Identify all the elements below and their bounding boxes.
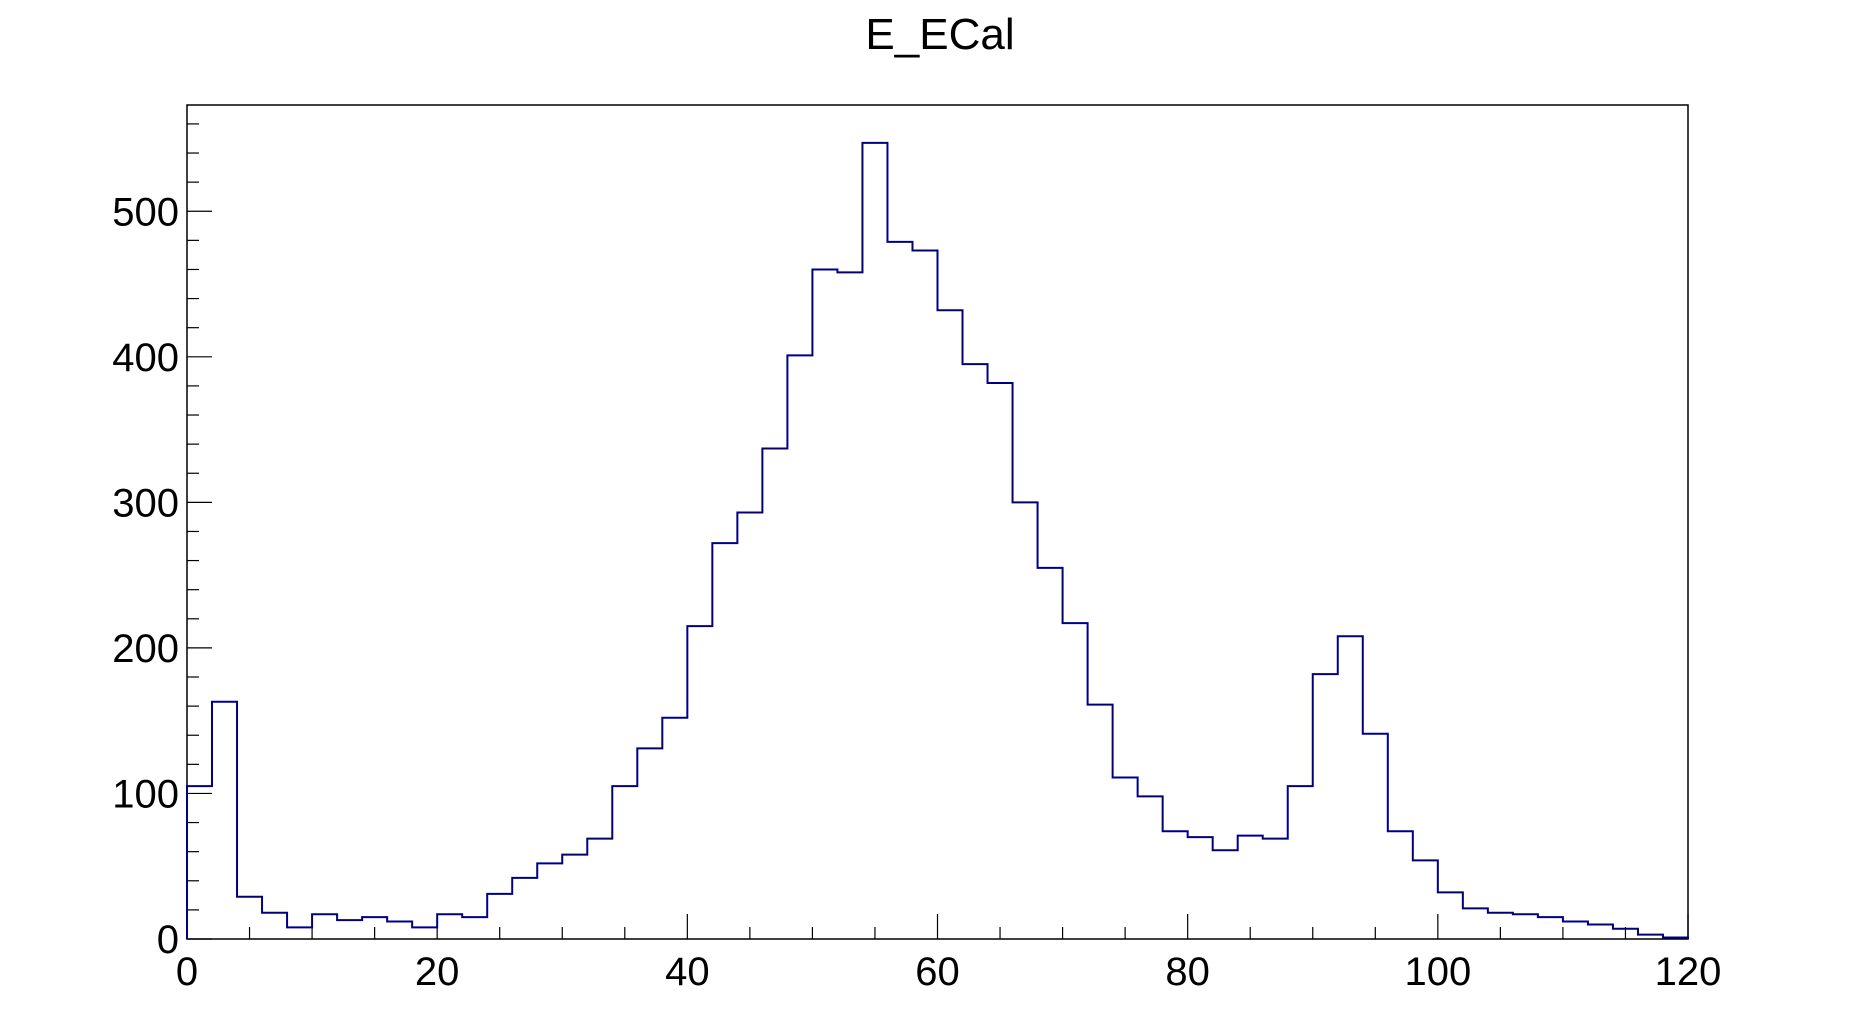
histogram-bin <box>1513 914 1538 939</box>
y-tick-label: 300 <box>112 481 179 525</box>
histogram-bin <box>1288 786 1313 939</box>
histogram-bin <box>1263 839 1288 939</box>
histogram-bin <box>237 897 262 939</box>
histogram-bin <box>262 913 287 939</box>
histogram-bin <box>1113 777 1138 939</box>
y-tick-label: 0 <box>157 918 179 962</box>
histogram-bin <box>1363 734 1388 939</box>
histogram-series-line <box>186 141 1689 939</box>
histogram-bin <box>562 855 587 939</box>
histogram-bin <box>537 863 562 939</box>
histogram-bin <box>812 269 837 939</box>
x-tick-label: 120 <box>1655 950 1722 994</box>
histogram-bin <box>938 310 963 939</box>
histogram-bin <box>1488 913 1513 939</box>
histogram-bin <box>512 878 537 939</box>
histogram-bin <box>212 702 237 939</box>
histogram-bin <box>1588 924 1613 939</box>
y-tick-label: 400 <box>112 336 179 380</box>
histogram-bin <box>1613 929 1638 939</box>
histogram-bin <box>662 718 687 939</box>
histogram-bin <box>1463 908 1488 939</box>
histogram-bin <box>637 748 662 939</box>
histogram-bin <box>187 786 212 939</box>
histogram-bin <box>787 355 812 939</box>
histogram-bin <box>1538 917 1563 939</box>
histogram-bin <box>862 143 887 939</box>
histogram-bin <box>912 251 937 939</box>
x-tick-label: 20 <box>415 950 460 994</box>
histogram-bin <box>1163 831 1188 939</box>
histogram-bin <box>837 272 862 939</box>
histogram-bin <box>462 917 487 939</box>
histogram-bin <box>1313 674 1338 939</box>
histogram-bin <box>1438 892 1463 939</box>
histogram-bin <box>362 917 387 939</box>
histogram-bin <box>287 927 312 939</box>
histogram-bin <box>612 786 637 939</box>
histogram-bin <box>412 927 437 939</box>
histogram-bin <box>387 922 412 939</box>
histogram-bin <box>1213 850 1238 939</box>
histogram-bin <box>988 383 1013 939</box>
histogram-bin <box>1088 705 1113 939</box>
histogram-bin <box>687 626 712 939</box>
histogram-bin <box>887 242 912 939</box>
histogram-bin <box>1338 636 1363 939</box>
y-tick-label: 500 <box>112 190 179 234</box>
chart-title: E_ECal <box>865 10 1014 59</box>
histogram-bin <box>1638 935 1663 939</box>
histogram-bin <box>437 914 462 939</box>
histogram-bin <box>337 920 362 939</box>
histogram-bin <box>1563 922 1588 939</box>
histogram-bin <box>487 894 512 939</box>
x-tick-label: 0 <box>176 950 198 994</box>
x-tick-label: 80 <box>1165 950 1210 994</box>
x-tick-label: 60 <box>915 950 960 994</box>
histogram-bin <box>712 543 737 939</box>
histogram-bin <box>1063 623 1088 939</box>
x-tick-label: 100 <box>1404 950 1471 994</box>
y-tick-label: 200 <box>112 627 179 671</box>
histogram-bin <box>1663 938 1688 939</box>
x-tick-label: 40 <box>665 950 710 994</box>
histogram-bin <box>1388 831 1413 939</box>
histogram-bin <box>963 364 988 939</box>
histogram-bin <box>1188 837 1213 939</box>
histogram-bin <box>1138 796 1163 939</box>
histogram-bin <box>737 513 762 939</box>
y-tick-label: 100 <box>112 772 179 816</box>
histogram-bin <box>1238 836 1263 939</box>
histogram-bin <box>1413 860 1438 939</box>
histogram-bin <box>762 448 787 939</box>
histogram-bin <box>1013 502 1038 939</box>
histogram-bin <box>312 914 337 939</box>
histogram-bin <box>587 839 612 939</box>
histogram-bin <box>1038 568 1063 939</box>
